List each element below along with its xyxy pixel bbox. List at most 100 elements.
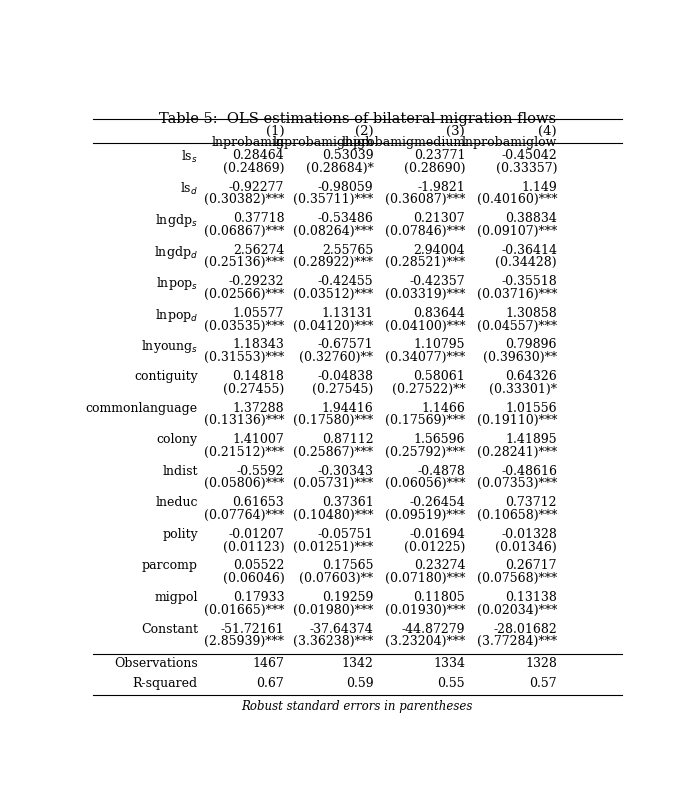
Text: 1.94416: 1.94416 (322, 402, 374, 415)
Text: (0.27545): (0.27545) (312, 382, 374, 395)
Text: (0.01930)***: (0.01930)*** (385, 603, 466, 616)
Text: 1342: 1342 (342, 657, 374, 671)
Text: -0.67571: -0.67571 (318, 339, 374, 352)
Text: migpol: migpol (154, 591, 198, 604)
Text: Robust standard errors in parentheses: Robust standard errors in parentheses (242, 700, 473, 713)
Text: (0.36087)***: (0.36087)*** (385, 194, 466, 207)
Text: 0.37361: 0.37361 (322, 497, 374, 509)
Text: 0.23771: 0.23771 (414, 149, 466, 162)
Text: (0.28690): (0.28690) (404, 162, 466, 175)
Text: 2.56274: 2.56274 (233, 244, 284, 257)
Text: 0.13138: 0.13138 (505, 591, 557, 604)
Text: (0.03535)***: (0.03535)*** (204, 319, 284, 333)
Text: Table 5:  OLS estimations of bilateral migration flows: Table 5: OLS estimations of bilateral mi… (159, 112, 556, 126)
Text: -0.01694: -0.01694 (409, 528, 466, 541)
Text: (0.01665)***: (0.01665)*** (204, 603, 284, 616)
Text: (0.30382)***: (0.30382)*** (204, 194, 284, 207)
Text: 1.41007: 1.41007 (233, 433, 284, 446)
Text: 0.73712: 0.73712 (505, 497, 557, 509)
Text: 1.56596: 1.56596 (414, 433, 466, 446)
Text: ls$_s$: ls$_s$ (181, 149, 198, 165)
Text: -0.45042: -0.45042 (501, 149, 557, 162)
Text: -0.42357: -0.42357 (410, 275, 466, 288)
Text: (0.03716)***: (0.03716)*** (477, 288, 557, 301)
Text: Constant: Constant (141, 623, 198, 636)
Text: -0.35518: -0.35518 (501, 275, 557, 288)
Text: (0.05731)***: (0.05731)*** (293, 477, 374, 490)
Text: R-squared: R-squared (132, 677, 198, 690)
Text: (0.09519)***: (0.09519)*** (385, 509, 466, 522)
Text: 0.87112: 0.87112 (322, 433, 374, 446)
Text: -0.30343: -0.30343 (317, 465, 374, 478)
Text: (4): (4) (539, 125, 557, 138)
Text: 0.64326: 0.64326 (505, 370, 557, 383)
Text: 1.05577: 1.05577 (233, 307, 284, 320)
Text: -0.53486: -0.53486 (318, 212, 374, 225)
Text: 0.14818: 0.14818 (232, 370, 284, 383)
Text: (0.28241)***: (0.28241)*** (477, 446, 557, 458)
Text: lnpop$_s$: lnpop$_s$ (156, 275, 198, 292)
Text: (0.01346): (0.01346) (496, 540, 557, 553)
Text: (0.27455): (0.27455) (223, 382, 284, 395)
Text: -0.36414: -0.36414 (501, 244, 557, 257)
Text: 0.55: 0.55 (438, 677, 466, 690)
Text: (0.10658)***: (0.10658)*** (477, 509, 557, 522)
Text: (0.34428): (0.34428) (496, 256, 557, 270)
Text: (0.07846)***: (0.07846)*** (385, 225, 466, 238)
Text: 1.01556: 1.01556 (505, 402, 557, 415)
Text: (0.28684)*: (0.28684)* (305, 162, 374, 175)
Text: 1334: 1334 (434, 657, 466, 671)
Text: 0.26717: 0.26717 (505, 560, 557, 573)
Text: (0.13136)***: (0.13136)*** (204, 414, 284, 427)
Text: (0.39630)**: (0.39630)** (483, 351, 557, 364)
Text: (0.07353)***: (0.07353)*** (477, 477, 557, 490)
Text: (0.01225): (0.01225) (404, 540, 466, 553)
Text: (0.01251)***: (0.01251)*** (293, 540, 374, 553)
Text: (0.28922)***: (0.28922)*** (293, 256, 374, 270)
Text: 0.19259: 0.19259 (322, 591, 374, 604)
Text: -0.05751: -0.05751 (318, 528, 374, 541)
Text: 0.58061: 0.58061 (413, 370, 466, 383)
Text: 0.79896: 0.79896 (505, 339, 557, 352)
Text: 1.18343: 1.18343 (232, 339, 284, 352)
Text: -0.48616: -0.48616 (501, 465, 557, 478)
Text: lngdp$_d$: lngdp$_d$ (154, 244, 198, 261)
Text: 1467: 1467 (252, 657, 284, 671)
Text: (0.08264)***: (0.08264)*** (293, 225, 374, 238)
Text: -0.01207: -0.01207 (229, 528, 284, 541)
Text: (0.06867)***: (0.06867)*** (204, 225, 284, 238)
Text: lnprobamiglow: lnprobamiglow (461, 136, 557, 149)
Text: (0.09107)***: (0.09107)*** (477, 225, 557, 238)
Text: -0.26454: -0.26454 (410, 497, 466, 509)
Text: contiguity: contiguity (134, 370, 198, 383)
Text: parcomp: parcomp (142, 560, 198, 573)
Text: -0.04838: -0.04838 (317, 370, 374, 383)
Text: 0.11805: 0.11805 (413, 591, 466, 604)
Text: (0.02566)***: (0.02566)*** (204, 288, 284, 301)
Text: (0.27522)**: (0.27522)** (392, 382, 466, 395)
Text: 0.83644: 0.83644 (413, 307, 466, 320)
Text: 0.57: 0.57 (530, 677, 557, 690)
Text: -0.98059: -0.98059 (318, 181, 374, 194)
Text: 0.23274: 0.23274 (414, 560, 466, 573)
Text: (3.36238)***: (3.36238)*** (293, 635, 374, 648)
Text: (0.06046): (0.06046) (222, 572, 284, 585)
Text: 2.94004: 2.94004 (413, 244, 466, 257)
Text: (0.19110)***: (0.19110)*** (477, 414, 557, 427)
Text: 0.53039: 0.53039 (322, 149, 374, 162)
Text: (0.25136)***: (0.25136)*** (204, 256, 284, 270)
Text: (0.04100)***: (0.04100)*** (385, 319, 466, 333)
Text: (2): (2) (355, 125, 374, 138)
Text: (3): (3) (447, 125, 466, 138)
Text: (0.35711)***: (0.35711)*** (293, 194, 374, 207)
Text: 1.10795: 1.10795 (414, 339, 466, 352)
Text: (0.32760)**: (0.32760)** (300, 351, 374, 364)
Text: (0.03319)***: (0.03319)*** (385, 288, 466, 301)
Text: (0.07603)**: (0.07603)** (299, 572, 374, 585)
Text: 0.17933: 0.17933 (233, 591, 284, 604)
Text: commonlanguage: commonlanguage (86, 402, 198, 415)
Text: (0.01123): (0.01123) (222, 540, 284, 553)
Text: -0.01328: -0.01328 (501, 528, 557, 541)
Text: 1.41895: 1.41895 (505, 433, 557, 446)
Text: lndist: lndist (162, 465, 198, 478)
